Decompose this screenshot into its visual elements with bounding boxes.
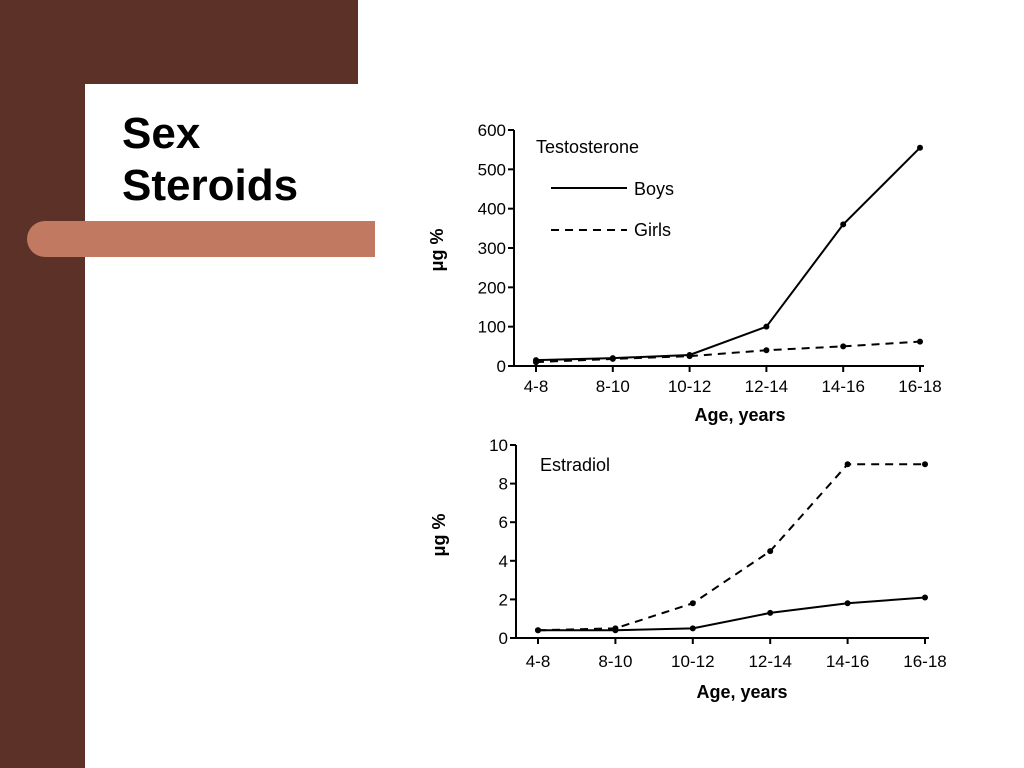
x-tick-label: 8-10 bbox=[596, 377, 630, 396]
series-line-solid bbox=[538, 596, 926, 632]
data-point bbox=[767, 609, 774, 616]
top-decor-band bbox=[85, 0, 358, 84]
chart-title: Estradiol bbox=[540, 455, 610, 475]
estradiol-chart: Estradiol Age, years μg % 0 2 4 6 8 10 4-8 8-10… bbox=[429, 436, 947, 702]
x-tick-label: 10-12 bbox=[671, 652, 714, 671]
y-tick-label: 500 bbox=[478, 160, 506, 179]
data-point bbox=[922, 461, 928, 468]
series-line-solid bbox=[535, 146, 921, 362]
title-panel bbox=[85, 84, 375, 244]
y-tick-label: 4 bbox=[499, 552, 508, 571]
data-point bbox=[917, 338, 923, 345]
x-tick-label: 4-8 bbox=[526, 652, 551, 671]
data-point bbox=[917, 144, 923, 151]
data-point bbox=[763, 347, 770, 354]
x-tick-label: 16-18 bbox=[903, 652, 946, 671]
y-tick-label: 600 bbox=[478, 121, 506, 140]
data-point bbox=[533, 359, 539, 366]
x-tick-label: 14-16 bbox=[826, 652, 869, 671]
data-point bbox=[689, 625, 696, 632]
series-line-dashed bbox=[537, 463, 925, 632]
y-tick-label: 8 bbox=[499, 475, 508, 494]
left-decor-band bbox=[0, 0, 85, 768]
data-point bbox=[840, 221, 847, 228]
y-tick-label: 6 bbox=[499, 513, 508, 532]
data-point bbox=[922, 594, 928, 601]
y-tick-label: 0 bbox=[499, 629, 508, 648]
slide-title-line-1: Sex bbox=[122, 109, 201, 158]
data-point bbox=[840, 343, 847, 350]
y-tick-label: 10 bbox=[489, 436, 508, 455]
data-point bbox=[844, 461, 851, 468]
data-point bbox=[609, 355, 616, 362]
x-tick-label: 4-8 bbox=[524, 377, 549, 396]
slide-title-line-2: Steroids bbox=[122, 161, 299, 210]
x-tick-label: 12-14 bbox=[745, 377, 788, 396]
series-line-dashed bbox=[535, 340, 921, 364]
y-tick-label: 2 bbox=[499, 590, 508, 609]
data-point bbox=[612, 625, 619, 632]
data-point bbox=[535, 627, 541, 634]
y-tick-label: 200 bbox=[478, 278, 506, 297]
x-tick-label: 12-14 bbox=[748, 652, 791, 671]
legend-label-boys: Boys bbox=[634, 179, 674, 199]
data-point bbox=[844, 600, 851, 607]
testosterone-chart: Testosterone Age, years μg % Boys Girls … bbox=[427, 121, 942, 425]
x-tick-label: 10-12 bbox=[668, 377, 711, 396]
data-point bbox=[686, 353, 693, 360]
y-axis-title: μg % bbox=[427, 228, 447, 271]
legend: Boys Girls bbox=[551, 179, 674, 240]
x-tick-label: 16-18 bbox=[898, 377, 941, 396]
y-axis-title: μg % bbox=[429, 513, 449, 556]
x-axis-title: Age, years bbox=[696, 682, 787, 702]
slide-title: Sex Steroids bbox=[122, 108, 298, 212]
accent-bar bbox=[27, 221, 375, 257]
y-tick-label: 400 bbox=[478, 200, 506, 219]
y-tick-label: 100 bbox=[478, 318, 506, 337]
legend-label-girls: Girls bbox=[634, 220, 671, 240]
chart-title: Testosterone bbox=[536, 137, 639, 157]
x-tick-label: 8-10 bbox=[598, 652, 632, 671]
x-tick-label: 14-16 bbox=[821, 377, 864, 396]
data-point bbox=[767, 548, 774, 555]
x-axis-title: Age, years bbox=[694, 405, 785, 425]
y-tick-label: 0 bbox=[497, 357, 506, 376]
data-point bbox=[763, 323, 770, 330]
data-point bbox=[689, 600, 696, 607]
y-tick-label: 300 bbox=[478, 239, 506, 258]
